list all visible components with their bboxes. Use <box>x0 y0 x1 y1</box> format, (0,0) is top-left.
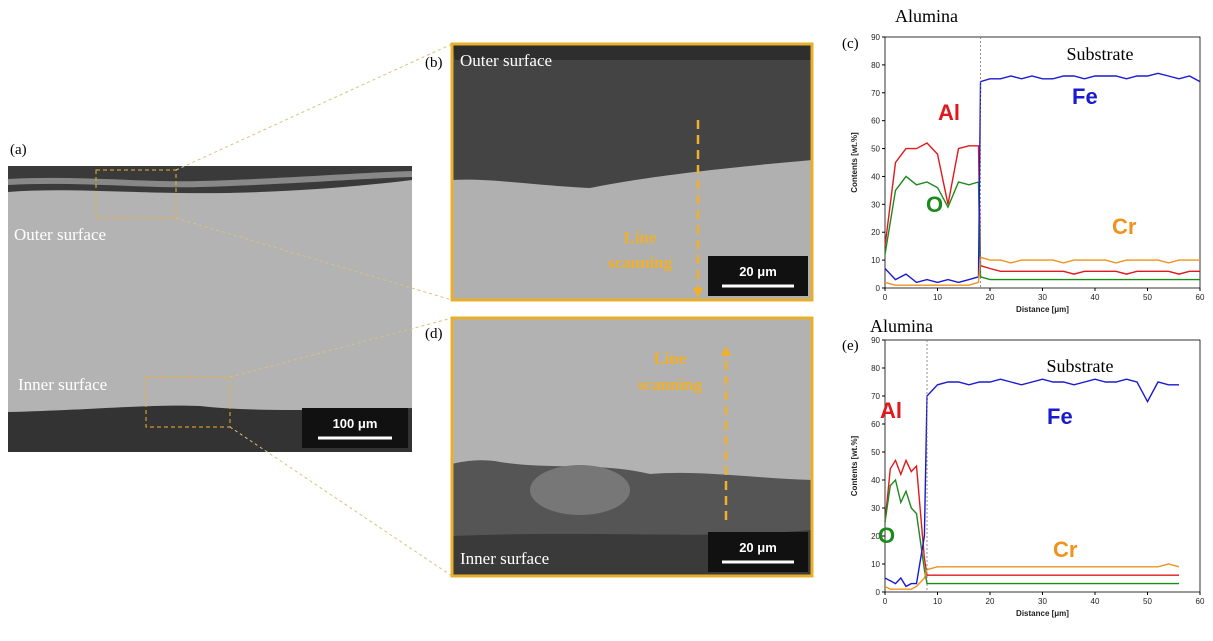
annotation: Substrate <box>1067 44 1134 64</box>
panel-label: (e) <box>842 338 859 354</box>
y-axis-title: Contents [wt.%] <box>850 132 859 193</box>
series-label: Al <box>880 398 902 423</box>
series-line <box>885 480 1179 584</box>
surface-label: Inner surface <box>460 549 549 568</box>
y-tick-label: 60 <box>871 117 880 126</box>
y-tick-label: 0 <box>876 284 881 293</box>
figure: (a) Outer surface Inner surface 100 μm (… <box>0 0 1213 641</box>
panel-label: (b) <box>425 55 443 71</box>
y-tick-label: 30 <box>871 504 880 513</box>
y-tick-label: 90 <box>871 33 880 42</box>
scale-label: 20 μm <box>739 540 777 555</box>
surface-label: Outer surface <box>14 225 106 244</box>
plot-area <box>885 340 1200 592</box>
x-tick-label: 30 <box>1038 597 1047 606</box>
panel-label: (a) <box>10 142 27 158</box>
x-tick-label: 10 <box>933 597 942 606</box>
series-line <box>885 73 1200 282</box>
y-tick-label: 40 <box>871 172 880 181</box>
y-tick-label: 90 <box>871 336 880 345</box>
inclusion <box>530 465 630 515</box>
y-tick-label: 0 <box>876 588 881 597</box>
y-tick-label: 40 <box>871 476 880 485</box>
x-tick-label: 0 <box>883 597 888 606</box>
series-line <box>885 564 1179 589</box>
y-axis-title: Contents [wt.%] <box>850 435 859 496</box>
x-tick-label: 20 <box>986 597 995 606</box>
x-axis-title: Distance [μm] <box>1016 305 1069 314</box>
series-label: Fe <box>1047 404 1073 429</box>
x-axis-title: Distance [μm] <box>1016 609 1069 618</box>
scale-label: 100 μm <box>333 416 378 431</box>
y-tick-label: 80 <box>871 364 880 373</box>
y-tick-label: 30 <box>871 200 880 209</box>
scan-label: scanning <box>608 253 673 272</box>
x-tick-label: 30 <box>1038 293 1047 302</box>
surface-label: Inner surface <box>18 375 107 394</box>
surface-label: Outer surface <box>460 51 552 70</box>
y-tick-label: 10 <box>871 560 880 569</box>
y-tick-label: 50 <box>871 145 880 154</box>
x-tick-label: 20 <box>986 293 995 302</box>
x-tick-label: 0 <box>883 293 888 302</box>
series-label: O <box>926 192 943 217</box>
x-tick-label: 60 <box>1196 597 1205 606</box>
series-line <box>885 379 1179 586</box>
y-tick-label: 70 <box>871 89 880 98</box>
panel-label: (c) <box>842 36 859 52</box>
x-tick-label: 10 <box>933 293 942 302</box>
y-tick-label: 20 <box>871 228 880 237</box>
y-tick-label: 80 <box>871 61 880 70</box>
annotation: Substrate <box>1047 356 1114 376</box>
panel-label: (d) <box>425 326 443 342</box>
series-label: O <box>878 523 895 548</box>
scan-label: Line <box>623 228 657 247</box>
y-tick-label: 10 <box>871 256 880 265</box>
x-tick-label: 60 <box>1196 293 1205 302</box>
chart-title: Alumina <box>870 316 933 336</box>
series-label: Cr <box>1112 214 1137 239</box>
x-tick-label: 50 <box>1143 293 1152 302</box>
series-label: Cr <box>1053 537 1078 562</box>
y-tick-label: 50 <box>871 448 880 457</box>
x-tick-label: 40 <box>1091 597 1100 606</box>
scale-label: 20 μm <box>739 264 777 279</box>
scan-label: Line <box>653 349 687 368</box>
series-label: Fe <box>1072 84 1098 109</box>
series-label: Al <box>938 100 960 125</box>
x-tick-label: 50 <box>1143 597 1152 606</box>
scan-label: scanning <box>638 375 703 394</box>
x-tick-label: 40 <box>1091 293 1100 302</box>
series-line <box>885 460 1179 575</box>
chart-title: Alumina <box>895 6 958 26</box>
